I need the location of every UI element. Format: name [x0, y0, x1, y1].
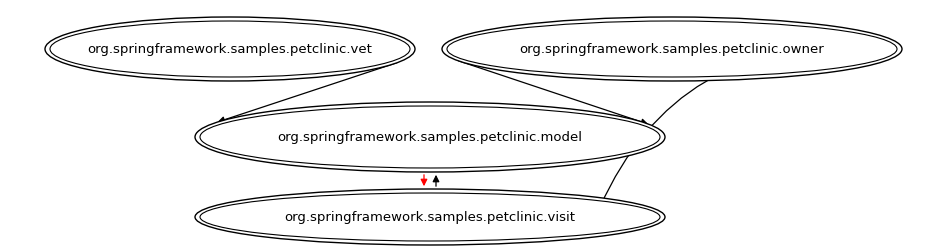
- Ellipse shape: [195, 102, 665, 172]
- Ellipse shape: [447, 22, 897, 78]
- Ellipse shape: [195, 189, 665, 245]
- Ellipse shape: [442, 18, 902, 82]
- Ellipse shape: [200, 193, 660, 241]
- Ellipse shape: [200, 106, 660, 168]
- Text: org.springframework.samples.petclinic.owner: org.springframework.samples.petclinic.ow…: [520, 43, 824, 56]
- Text: org.springframework.samples.petclinic.vet: org.springframework.samples.petclinic.ve…: [88, 43, 373, 56]
- Text: org.springframework.samples.petclinic.model: org.springframework.samples.petclinic.mo…: [278, 131, 583, 144]
- FancyArrowPatch shape: [599, 49, 868, 208]
- Ellipse shape: [45, 18, 415, 82]
- Ellipse shape: [50, 22, 410, 78]
- Text: org.springframework.samples.petclinic.visit: org.springframework.samples.petclinic.vi…: [285, 211, 575, 224]
